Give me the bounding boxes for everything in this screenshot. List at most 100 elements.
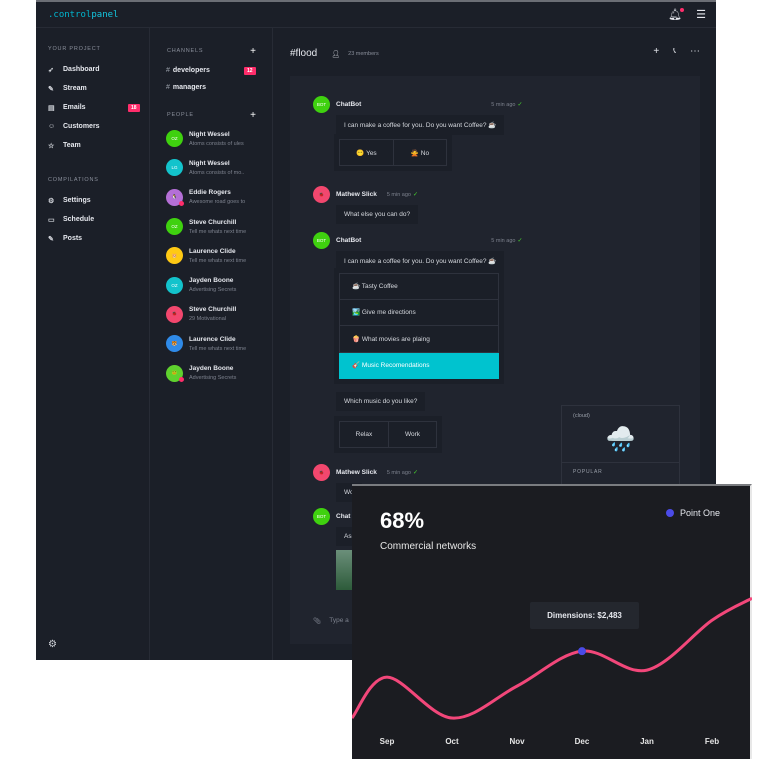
- timestamp: 5 min ago: [386, 469, 411, 476]
- stats-card: 68% Commercial networks Point One Sep Oct…: [352, 484, 752, 759]
- channel-managers[interactable]: # managers: [166, 84, 206, 91]
- add-channel-icon[interactable]: +: [250, 45, 256, 57]
- work-button[interactable]: Work: [387, 422, 436, 447]
- bell-icon[interactable]: 🔔︎: [668, 8, 685, 21]
- avatar: OZ: [166, 218, 183, 236]
- person-item[interactable]: 🐞 Steve Churchill 29 Motivational: [150, 300, 272, 329]
- avatar: 🐞: [166, 305, 183, 323]
- sidebar-item-team[interactable]: ☆ Team: [36, 136, 149, 155]
- relax-button[interactable]: Relax: [355, 431, 373, 438]
- sidebar-item-stream[interactable]: ✎ Stream: [36, 79, 149, 98]
- quick-replies: 😶 Yes 🙅 No: [334, 134, 452, 171]
- sidebar-item-dashboard[interactable]: ➶ Dashboard: [36, 60, 149, 79]
- person-item[interactable]: 🐸 Jayden Boone Advertising Secrets: [150, 358, 272, 387]
- no-button[interactable]: 🙅 No: [393, 140, 446, 165]
- person-item[interactable]: 🐧 Eddie Rogers Awesome road goes to: [150, 183, 272, 212]
- person-item[interactable]: OZ Night Wessel Atoms consists of ules: [150, 124, 272, 153]
- label: Stream: [63, 85, 87, 92]
- bot-avatar: BOT: [313, 232, 330, 249]
- avatar-initials: 🐸: [171, 370, 178, 376]
- top-bar: .controlpanel 🔔︎ ☰: [36, 2, 716, 28]
- person-item[interactable]: 🐯 Laurence Clide Tell me whats next time: [150, 329, 272, 358]
- message: 🐞 Mathew Slick 5 min ago ✓ What else you ca…: [313, 186, 419, 224]
- add-person-icon[interactable]: +: [250, 109, 256, 121]
- image-thumbnail[interactable]: [336, 550, 356, 590]
- channel-badge: 12: [244, 66, 256, 75]
- avatar: 🐹: [166, 247, 183, 265]
- channel-title: #flood: [290, 48, 318, 59]
- person-status: Advertising Secrets: [189, 287, 237, 294]
- option-music[interactable]: 🎸 Music Recomendations: [339, 352, 499, 379]
- person-item[interactable]: 🐹 Laurence Clide Tell me whats next time: [150, 241, 272, 270]
- message-text: What else you can do?: [336, 205, 419, 224]
- person-status: Tell me whats next time: [189, 345, 247, 352]
- weather-label: (cloud): [573, 413, 590, 419]
- sidebar-item-emails[interactable]: ▤ Emails 18: [36, 98, 149, 117]
- person-status: Awesome road goes to: [189, 199, 246, 206]
- sidebar-item-schedule[interactable]: ▭ Schedule: [36, 210, 149, 229]
- menu-icon[interactable]: ☰: [696, 9, 706, 21]
- author: Chat: [336, 513, 351, 520]
- attach-icon[interactable]: 📎︎: [313, 618, 322, 625]
- option-directions[interactable]: 🏞️ Give me directions: [339, 299, 499, 326]
- message: BOT ChatBot 5 min ago ✓ I can make a coffee…: [313, 232, 522, 271]
- phone-icon[interactable]: 📞︎: [673, 46, 676, 55]
- avatar-initials: 🐹: [171, 252, 178, 258]
- star-icon: ☆: [48, 142, 55, 150]
- composer[interactable]: 📎︎ Type a: [313, 617, 349, 625]
- author: Mathew Slick: [336, 191, 377, 198]
- sidebar-item-posts[interactable]: ✎ Posts: [36, 229, 149, 248]
- add-icon[interactable]: +: [653, 46, 660, 57]
- check-icon: ✓: [517, 238, 523, 244]
- person-name: Laurence Clide: [189, 335, 236, 343]
- person-item[interactable]: OZ Steve Churchill Tell me whats next time: [150, 212, 272, 241]
- percent-value: 68%: [380, 508, 425, 533]
- avatar: 🐞: [313, 464, 330, 481]
- option-tasty-coffee[interactable]: ☕ Tasty Coffee: [339, 273, 499, 300]
- settings-gear-icon[interactable]: ⚙: [48, 639, 57, 650]
- label: Posts: [63, 235, 83, 242]
- option-movies[interactable]: 🍿 What movies are plaing: [339, 326, 499, 353]
- person-name: Night Wessel: [189, 159, 230, 167]
- person-item[interactable]: OZ Jayden Boone Advertising Secrets: [150, 270, 272, 299]
- label: Customers: [63, 123, 100, 130]
- avatar: 🐞: [313, 186, 330, 203]
- check-icon: ✓: [412, 470, 419, 476]
- person-name: Steve Churchill: [189, 218, 237, 226]
- person-status: Tell me whats next time: [189, 257, 247, 264]
- logo-prefix: .control: [48, 10, 92, 20]
- people-title: PEOPLE: [167, 112, 194, 118]
- person-name: Jayden Boone: [189, 277, 234, 285]
- sidebar-item-customers[interactable]: ☺ Customers: [36, 117, 149, 136]
- more-icon[interactable]: ⋯: [690, 46, 700, 57]
- x-tick-label: Jan: [640, 737, 654, 746]
- person-name: Laurence Clide: [189, 247, 236, 255]
- message-input[interactable]: Type a: [329, 617, 349, 624]
- options-list: ☕ Tasty Coffee 🏞️ Give me directions 🍿 W…: [334, 268, 504, 384]
- member-count[interactable]: 23 members: [348, 50, 379, 57]
- x-tick-label: Sep: [380, 737, 395, 746]
- avatar-initials: OZ: [171, 224, 178, 230]
- author: ChatBot: [336, 237, 362, 244]
- pencil-icon: ✎: [48, 85, 54, 93]
- legend-dot: [666, 509, 674, 517]
- person-name: Eddie Rogers: [189, 189, 231, 197]
- author: ChatBot: [336, 101, 362, 108]
- person-status: Advertising Secrets: [189, 375, 237, 382]
- person-status: Tell me whats next time: [189, 228, 247, 235]
- channel-developers[interactable]: # developers 12: [150, 62, 272, 79]
- calendar-icon: ▭: [48, 216, 55, 224]
- avatar-initials: 🐯: [171, 340, 178, 346]
- popular-label: POPULAR: [562, 462, 679, 475]
- yes-button[interactable]: 😶 Yes: [356, 149, 377, 157]
- line-chart: Sep Oct Nov Dec Jan Feb: [352, 596, 752, 746]
- highlight-point[interactable]: [578, 647, 586, 656]
- label: Emails: [63, 104, 86, 111]
- logo[interactable]: .controlpanel: [48, 10, 118, 20]
- person-item[interactable]: LG Night Wessel Atoms consists of mo..: [150, 153, 272, 182]
- avatar: 🐸: [166, 364, 184, 382]
- label: managers: [172, 84, 206, 91]
- avatar: 🐯: [166, 335, 183, 353]
- message-text: I can make a coffee for you. Do you want…: [336, 115, 505, 135]
- sidebar-item-settings[interactable]: ⚙ Settings: [36, 191, 149, 210]
